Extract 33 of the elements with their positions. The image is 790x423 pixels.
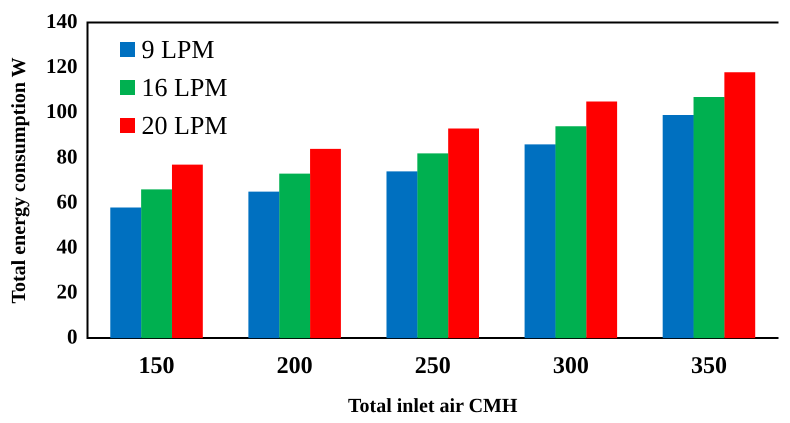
x-tick-label: 300: [552, 352, 589, 379]
x-tick-label: 200: [276, 352, 313, 379]
x-axis-title: Total inlet air CMH: [348, 395, 518, 418]
y-tick-label: 40: [56, 234, 78, 258]
bar: [248, 192, 280, 338]
bar: [448, 128, 480, 338]
y-tick-label: 0: [67, 324, 78, 349]
bar: [417, 153, 448, 338]
y-tick-label: 80: [56, 144, 78, 168]
y-tick-label: 100: [46, 99, 78, 124]
bar: [694, 96, 724, 338]
y-tick-label: 120: [46, 54, 78, 78]
bar: [141, 189, 172, 338]
bar: [310, 148, 341, 338]
bar: [172, 164, 203, 338]
y-tick-label: 140: [46, 9, 78, 34]
x-tick-label: 350: [690, 352, 727, 379]
y-tick-label: 20: [56, 280, 78, 304]
bar: [279, 174, 310, 338]
bar: [724, 72, 756, 338]
legend-label: 16 LPM: [142, 72, 228, 104]
bar: [662, 115, 694, 338]
legend-label: 9 LPM: [142, 34, 214, 66]
x-tick-label: 150: [138, 352, 175, 379]
bar: [524, 144, 556, 338]
bar: [586, 102, 618, 338]
x-tick-label: 250: [414, 352, 451, 379]
bar: [386, 171, 418, 338]
bar: [110, 207, 142, 338]
y-tick-label: 60: [56, 189, 78, 214]
bar: [555, 126, 586, 338]
legend-label: 20 LPM: [142, 110, 228, 142]
y-axis-title: Total energy consumption W: [8, 57, 30, 304]
